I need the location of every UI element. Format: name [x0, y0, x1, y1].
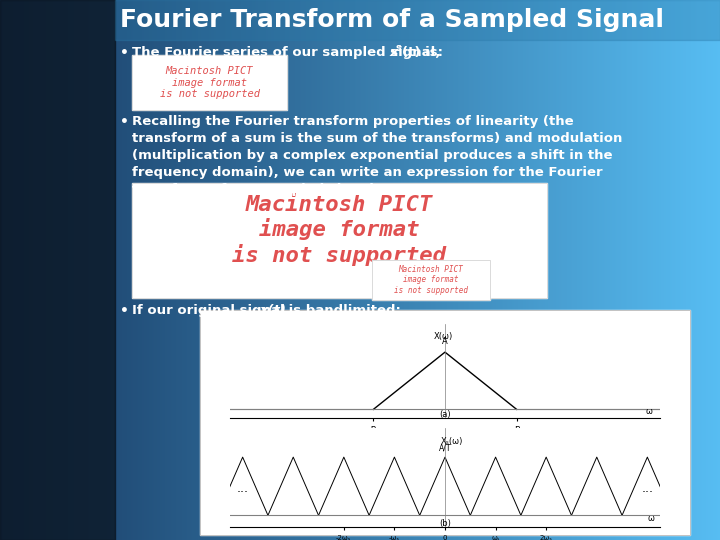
Text: Macintosh PICT
image format
is not supported: Macintosh PICT image format is not suppo… — [160, 66, 259, 99]
Bar — [200, 310, 690, 535]
Text: A: A — [442, 338, 448, 346]
Text: ω: ω — [646, 407, 653, 416]
Bar — [372, 260, 490, 300]
Text: ...: ... — [237, 482, 248, 495]
Bar — [0, 0, 115, 540]
Text: (a): (a) — [439, 410, 451, 419]
Bar — [132, 183, 547, 298]
Text: is bandlimited:: is bandlimited: — [284, 304, 401, 317]
Bar — [372, 260, 490, 300]
Text: Recalling the Fourier transform properties of linearity (the: Recalling the Fourier transform properti… — [132, 115, 574, 128]
Text: transform of a sum is the sum of the transforms) and modulation: transform of a sum is the sum of the tra… — [132, 132, 622, 145]
Text: Xₛ(ω): Xₛ(ω) — [441, 437, 464, 445]
Text: •: • — [120, 304, 129, 318]
Bar — [115, 0, 720, 40]
Text: (t) is:: (t) is: — [402, 46, 443, 59]
Bar — [200, 310, 690, 535]
Text: ...: ... — [642, 482, 653, 495]
Text: •: • — [120, 46, 129, 60]
Bar — [132, 55, 287, 110]
Bar — [132, 55, 287, 110]
Text: A/T: A/T — [438, 443, 451, 453]
Text: x(t),: x(t), — [260, 304, 292, 317]
Text: •: • — [120, 115, 129, 129]
Text: transform of our sampled signal:: transform of our sampled signal: — [132, 183, 379, 196]
Text: s: s — [396, 43, 402, 53]
Text: Fourier Transform of a Sampled Signal: Fourier Transform of a Sampled Signal — [120, 8, 664, 32]
Text: frequency domain), we can write an expression for the Fourier: frequency domain), we can write an expre… — [132, 166, 603, 179]
Text: X(ω): X(ω) — [434, 332, 454, 341]
Text: Macintosh PICT
image format
is not supported: Macintosh PICT image format is not suppo… — [233, 195, 446, 266]
Text: x: x — [390, 46, 398, 59]
Text: If our original signal,: If our original signal, — [132, 304, 294, 317]
Text: The Fourier series of our sampled signal,: The Fourier series of our sampled signal… — [132, 46, 445, 59]
Text: ω: ω — [648, 514, 655, 523]
Bar — [132, 183, 547, 298]
Text: Macintosh PICT
image format
is not supported: Macintosh PICT image format is not suppo… — [394, 265, 468, 295]
Text: (b): (b) — [439, 519, 451, 528]
Text: (multiplication by a complex exponential produces a shift in the: (multiplication by a complex exponential… — [132, 149, 613, 162]
